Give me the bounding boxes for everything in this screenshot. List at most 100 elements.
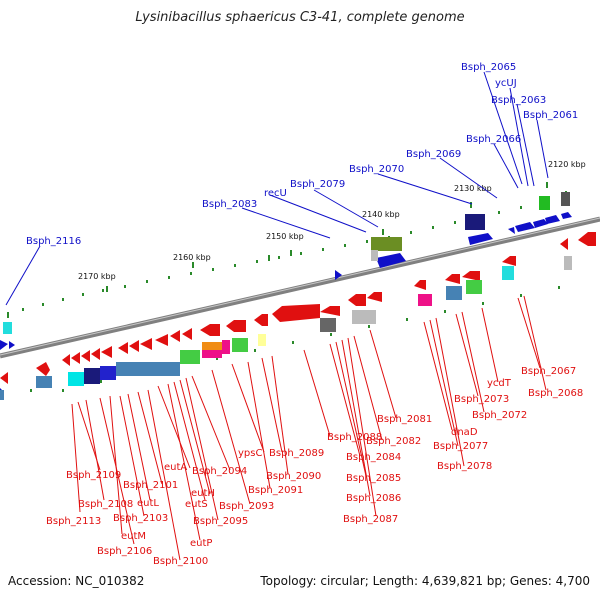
reverse-gene-arrow	[129, 340, 139, 352]
forward-gene-label[interactable]: Bsph_2083	[202, 199, 257, 210]
reverse-gene-label[interactable]: eutH	[191, 488, 215, 499]
reverse-gene-arrow	[367, 292, 382, 302]
forward-gene-arrow	[515, 222, 535, 232]
reverse-gene-label[interactable]: Bsph_2082	[366, 436, 421, 447]
forward-gene-arrow	[533, 219, 548, 228]
forward-gene-arrow	[545, 215, 560, 224]
reverse-gene-arrow	[414, 280, 426, 290]
forward-gene-label[interactable]: Bsph_2070	[349, 164, 404, 175]
scale-label: 2140 kbp	[362, 210, 400, 219]
reverse-gene-label[interactable]: Bsph_2101	[123, 480, 178, 491]
reverse-gene-label[interactable]: eutA	[164, 462, 187, 473]
genome-backbone-highlight	[0, 217, 600, 356]
forward-gene-label[interactable]: Bsph_2069	[406, 149, 461, 160]
accession-text: Accession: NC_010382	[8, 574, 145, 588]
scale-label: 2160 kbp	[173, 253, 211, 262]
feature-block	[3, 322, 12, 334]
feature-block	[116, 362, 180, 376]
reverse-gene-label[interactable]: Bsph_2109	[66, 470, 121, 481]
reverse-gene-label[interactable]: eutS	[185, 499, 208, 510]
feature-block	[371, 237, 402, 251]
feature-block	[371, 250, 378, 261]
reverse-gene-label[interactable]: dnaD	[451, 427, 478, 438]
reverse-gene-label[interactable]: Bsph_2091	[248, 485, 303, 496]
reverse-genes	[0, 232, 596, 384]
scale-label: 2120 kbp	[548, 160, 586, 169]
forward-gene-arrow	[561, 212, 572, 219]
reverse-gene-label[interactable]: Bsph_2084	[346, 452, 401, 463]
feature-block	[68, 372, 84, 386]
feature-bands	[0, 256, 572, 400]
forward-gene-arrow	[468, 233, 493, 245]
reverse-gene-arrow	[91, 348, 100, 360]
reverse-gene-label[interactable]: Bsph_2073	[454, 394, 509, 405]
feature-block	[232, 338, 248, 352]
reverse-gene-label[interactable]: Bsph_2072	[472, 410, 527, 421]
reverse-gene-label[interactable]: ycdT	[487, 378, 512, 389]
reverse-gene-label[interactable]: Bsph_2090	[266, 471, 321, 482]
reverse-gene-arrow	[348, 294, 366, 306]
scale-major-ticks	[7, 182, 548, 318]
reverse-gene-label[interactable]: Bsph_2078	[437, 461, 492, 472]
forward-gene-label[interactable]: Bsph_2116	[26, 236, 81, 247]
reverse-gene-label[interactable]: eutM	[121, 531, 146, 542]
reverse-gene-arrow	[182, 328, 192, 340]
forward-gene-arrow	[376, 253, 406, 268]
reverse-gene-label[interactable]: eutL	[137, 498, 159, 509]
reverse-gene-arrow	[118, 342, 128, 354]
feature-block	[320, 318, 336, 332]
reverse-gene-label[interactable]: Bsph_2106	[97, 546, 152, 557]
forward-gene-label[interactable]: Bsph_2066	[466, 134, 521, 145]
topology-text: Topology: circular; Length: 4,639,821 bp…	[260, 574, 590, 588]
reverse-gene-arrow	[445, 274, 460, 284]
scale-label: 2170 kbp	[78, 272, 116, 281]
reverse-gene-arrow	[502, 256, 516, 266]
forward-gene-label[interactable]: ycUJ	[495, 78, 517, 89]
reverse-gene-arrow	[226, 320, 246, 332]
forward-gene-label[interactable]: Bsph_2079	[290, 179, 345, 190]
reverse-gene-label[interactable]: Bsph_2067	[521, 366, 576, 377]
forward-gene-label[interactable]: Bsph_2065	[461, 62, 516, 73]
feature-block	[202, 350, 222, 358]
feature-block	[418, 294, 432, 306]
feature-block	[202, 342, 222, 350]
reverse-gene-label[interactable]: Bsph_2085	[346, 473, 401, 484]
feature-block	[84, 368, 100, 384]
feature-block	[258, 334, 266, 346]
forward-gene-label[interactable]: recU	[264, 188, 287, 199]
reverse-gene-label[interactable]: Bsph_2068	[528, 388, 583, 399]
feature-block	[446, 286, 462, 300]
reverse-gene-label[interactable]: Bsph_2086	[346, 493, 401, 504]
reverse-gene-label[interactable]: Bsph_2103	[113, 513, 168, 524]
genome-backbone	[0, 216, 600, 359]
reverse-gene-label[interactable]: eutP	[190, 538, 212, 549]
feature-block	[465, 214, 485, 230]
reverse-gene-label[interactable]: Bsph_2077	[433, 441, 488, 452]
scale-tick-ring	[22, 191, 567, 392]
feature-block	[466, 280, 482, 294]
reverse-gene-label[interactable]: Bsph_2093	[219, 501, 274, 512]
reverse-gene-label[interactable]: Bsph_2087	[343, 514, 398, 525]
map-title: Lysinibacillus sphaericus C3-41, complet…	[135, 10, 465, 25]
reverse-gene-label[interactable]: Bsph_2113	[46, 516, 101, 527]
reverse-gene-arrow	[272, 304, 320, 322]
reverse-gene-arrow	[101, 346, 112, 358]
forward-gene-label[interactable]: Bsph_2061	[523, 110, 578, 121]
reverse-gene-arrow	[0, 372, 8, 384]
reverse-gene-arrow	[560, 238, 568, 250]
feature-block	[36, 376, 52, 388]
reverse-gene-arrow	[81, 350, 90, 362]
reverse-gene-label[interactable]: Bsph_2081	[377, 414, 432, 425]
reverse-gene-label[interactable]: Bsph_2100	[153, 556, 208, 567]
reverse-gene-label[interactable]: Bsph_2094	[192, 466, 247, 477]
reverse-gene-labels: Bsph_2067 Bsph_2068 ycdT Bsph_2073 Bsph_…	[46, 366, 583, 567]
reverse-gene-label[interactable]: Bsph_2108	[78, 499, 133, 510]
forward-gene-label[interactable]: Bsph_2063	[491, 95, 546, 106]
reverse-gene-label[interactable]: ypsC	[238, 448, 262, 459]
forward-gene-arrow	[0, 340, 8, 350]
reverse-gene-label[interactable]: Bsph_2089	[269, 448, 324, 459]
reverse-gene-label[interactable]: Bsph_2095	[193, 516, 248, 527]
feature-block	[352, 310, 376, 324]
reverse-gene-label[interactable]: Bsph_2088	[327, 432, 382, 443]
